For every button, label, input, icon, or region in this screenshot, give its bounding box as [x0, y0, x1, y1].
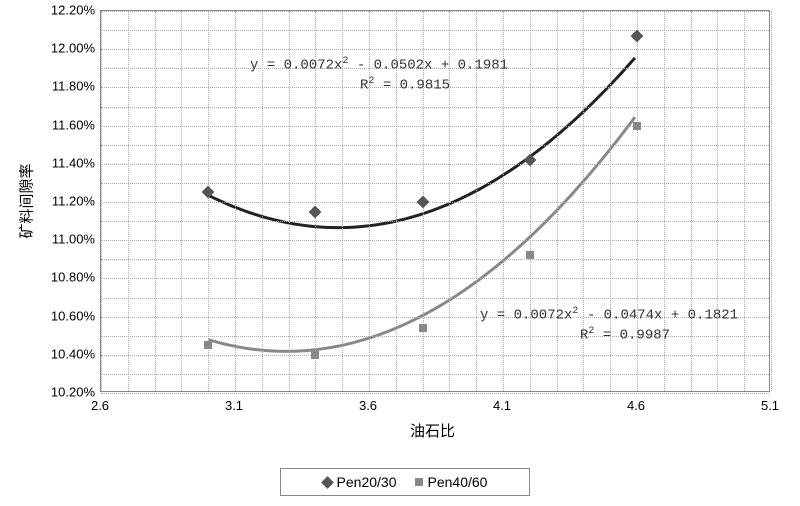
- y-axis-title: 矿料间隙率: [16, 163, 37, 238]
- r2-text: R2 = 0.9987: [580, 326, 670, 344]
- y-tick-label: 11.00%: [40, 232, 95, 247]
- x-tick-label: 4.6: [627, 398, 645, 413]
- diamond-icon: [321, 476, 334, 489]
- y-tick-label: 12.20%: [40, 3, 95, 18]
- legend-item: Pen20/30: [323, 474, 397, 490]
- x-tick-label: 4.1: [493, 398, 511, 413]
- x-tick-label: 3.1: [225, 398, 243, 413]
- legend: Pen20/30 Pen40/60: [280, 468, 530, 496]
- x-tick-label: 5.1: [761, 398, 779, 413]
- data-point-Pen40/60: [526, 251, 534, 259]
- data-point-Pen20/30: [309, 205, 322, 218]
- equation-text: y = 0.0072x2 - 0.0502x + 0.1981: [250, 56, 508, 74]
- y-tick-label: 11.20%: [40, 194, 95, 209]
- y-tick-label: 10.40%: [40, 346, 95, 361]
- legend-label: Pen40/60: [428, 474, 488, 490]
- x-tick-label: 3.6: [359, 398, 377, 413]
- equation-text: y = 0.0072x2 - 0.0474x + 0.1821: [480, 306, 738, 324]
- y-tick-label: 11.60%: [40, 117, 95, 132]
- y-tick-label: 10.20%: [40, 385, 95, 400]
- data-point-Pen20/30: [416, 196, 429, 209]
- x-axis-title: 油石比: [410, 420, 455, 441]
- r2-text: R2 = 0.9815: [360, 76, 450, 94]
- y-tick-label: 11.40%: [40, 155, 95, 170]
- legend-label: Pen20/30: [337, 474, 397, 490]
- data-point-Pen20/30: [631, 29, 644, 42]
- data-point-Pen40/60: [204, 341, 212, 349]
- y-tick-label: 10.80%: [40, 270, 95, 285]
- y-tick-label: 12.00%: [40, 41, 95, 56]
- y-tick-label: 11.80%: [40, 79, 95, 94]
- data-point-Pen40/60: [419, 324, 427, 332]
- x-tick-label: 2.6: [91, 398, 109, 413]
- chart-container: 矿料间隙率 油石比 Pen20/30 Pen40/60 10.20% 10.40% 1…: [0, 0, 800, 506]
- data-point-Pen40/60: [633, 122, 641, 130]
- legend-item: Pen40/60: [415, 474, 488, 490]
- data-point-Pen20/30: [202, 186, 215, 199]
- square-icon: [415, 478, 423, 486]
- y-tick-label: 10.60%: [40, 308, 95, 323]
- data-point-Pen40/60: [311, 351, 319, 359]
